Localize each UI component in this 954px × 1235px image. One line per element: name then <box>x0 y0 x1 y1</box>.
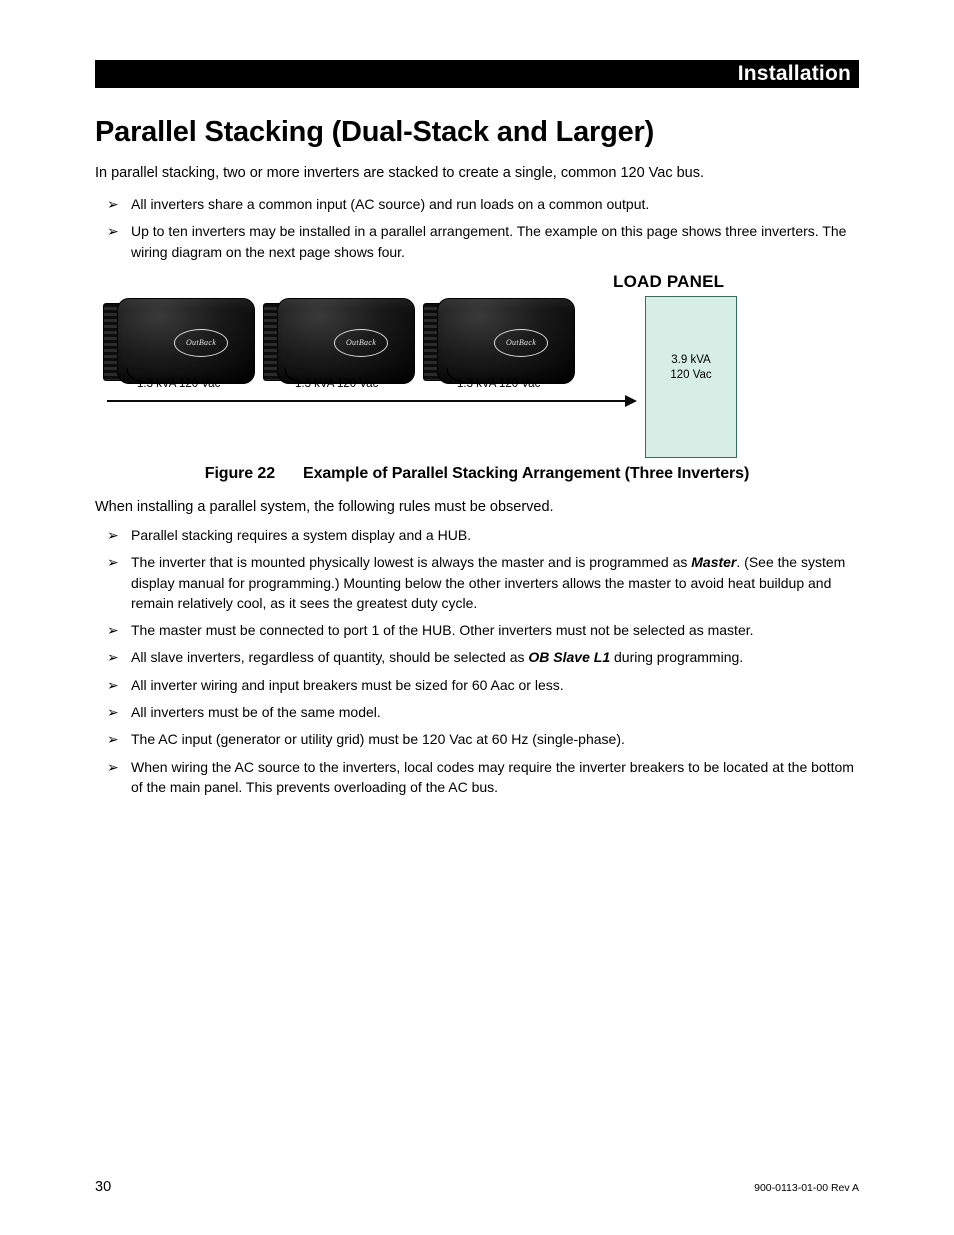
doc-revision: 900-0113-01-00 Rev A <box>754 1182 859 1194</box>
list-item: All slave inverters, regardless of quant… <box>117 647 859 667</box>
inverter-brand-oval: OutBack <box>334 329 388 357</box>
list-item: The AC input (generator or utility grid)… <box>117 729 859 749</box>
inverter-label: 1.3 kVA 120 Vac <box>295 378 378 390</box>
list-item: All inverter wiring and input breakers m… <box>117 675 859 695</box>
inverter-brand-oval: OutBack <box>174 329 228 357</box>
intro-text: In parallel stacking, two or more invert… <box>95 163 859 184</box>
list-item: Parallel stacking requires a system disp… <box>117 525 859 545</box>
section-header: Installation <box>95 60 859 88</box>
load-panel-box: 3.9 kVA 120 Vac <box>645 296 737 458</box>
inverter-brand-label: OutBack <box>506 338 536 347</box>
section-label: Installation <box>738 60 851 88</box>
figure-22-diagram: LOAD PANEL OutBack 1.3 kVA 120 Vac OutBack… <box>95 274 859 459</box>
list-item: When wiring the AC source to the inverte… <box>117 757 859 798</box>
inverter-label: 1.3 kVA 120 Vac <box>137 378 220 390</box>
inverter-brand-label: OutBack <box>346 338 376 347</box>
rules-list: Parallel stacking requires a system disp… <box>95 525 859 797</box>
load-panel-vac: 120 Vac <box>670 369 711 381</box>
inverter-brand-oval: OutBack <box>494 329 548 357</box>
emphasis: Master <box>691 554 736 570</box>
inverter-label: 1.3 kVA 120 Vac <box>457 378 540 390</box>
bus-arrow <box>107 396 637 416</box>
list-item: The master must be connected to port 1 o… <box>117 620 859 640</box>
header-accent <box>95 60 140 88</box>
page-title: Parallel Stacking (Dual-Stack and Larger… <box>95 116 859 149</box>
list-item: All inverters share a common input (AC s… <box>117 194 859 214</box>
emphasis: OB Slave L1 <box>528 649 610 665</box>
inverter-brand-label: OutBack <box>186 338 216 347</box>
list-item: The inverter that is mounted physically … <box>117 552 859 613</box>
load-panel-kva: 3.9 kVA <box>671 354 710 366</box>
figure-number: Figure 22 <box>205 465 275 482</box>
page-number: 30 <box>95 1179 111 1195</box>
list-item: All inverters must be of the same model. <box>117 702 859 722</box>
load-panel-title: LOAD PANEL <box>613 272 724 292</box>
figure-caption-text: Example of Parallel Stacking Arrangement… <box>303 465 749 482</box>
figure-caption: Figure 22 Example of Parallel Stacking Ar… <box>95 465 859 483</box>
rules-intro: When installing a parallel system, the f… <box>95 499 859 515</box>
intro-list: All inverters share a common input (AC s… <box>95 194 859 262</box>
page-footer: 30 900-0113-01-00 Rev A <box>95 1179 859 1195</box>
list-item: Up to ten inverters may be installed in … <box>117 221 859 262</box>
